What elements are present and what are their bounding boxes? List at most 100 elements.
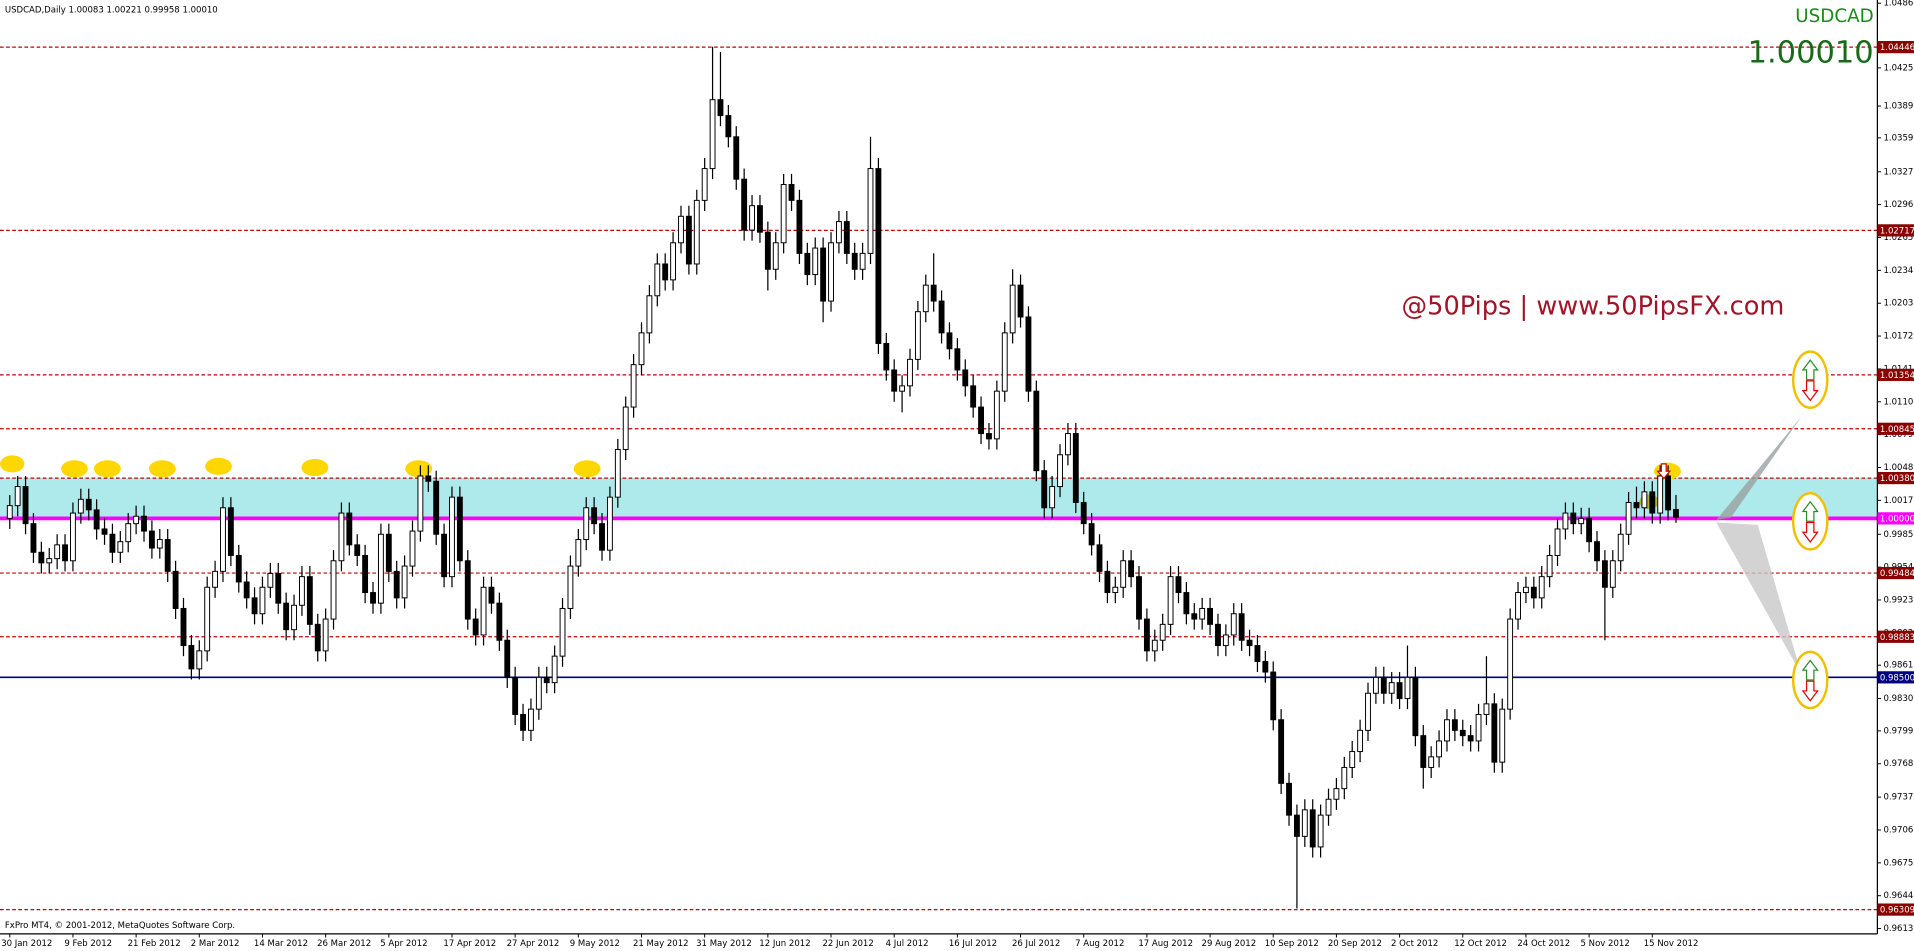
candle-body xyxy=(796,199,803,254)
candle-body xyxy=(1057,454,1063,488)
candle-body xyxy=(1515,592,1521,620)
projection-down xyxy=(1716,522,1802,676)
candle-body xyxy=(1357,729,1364,753)
candle-body xyxy=(946,332,953,350)
x-tick-label: 14 Mar 2012 xyxy=(254,939,308,949)
y-tick-label: 0.98615 xyxy=(1883,661,1914,671)
candle-body xyxy=(1159,623,1166,641)
candle-body xyxy=(1380,676,1387,694)
candle-body xyxy=(1499,708,1506,763)
candle-body xyxy=(1325,798,1332,816)
candle-body xyxy=(6,505,13,519)
marker xyxy=(0,455,25,473)
signal-arrow xyxy=(1656,463,1672,480)
candle-body xyxy=(1104,570,1111,594)
candle-body xyxy=(1633,501,1640,509)
candle-body xyxy=(1088,523,1095,546)
x-tick-label: 29 Aug 2012 xyxy=(1202,939,1257,949)
level-label: 1.00000 xyxy=(1880,514,1914,524)
candle-body xyxy=(1570,512,1577,525)
candle-body xyxy=(306,576,313,625)
candle-body xyxy=(125,523,132,543)
candle-body xyxy=(535,676,542,710)
x-tick-label: 30 Jan 2012 xyxy=(1,939,52,949)
candle-body xyxy=(843,221,850,254)
candle-body xyxy=(630,364,637,408)
candle-body xyxy=(638,332,645,366)
candle-body xyxy=(1120,560,1127,588)
candle-body xyxy=(330,560,337,620)
candle-body xyxy=(1286,782,1292,816)
x-tick-label: 5 Nov 2012 xyxy=(1581,939,1630,949)
x-tick-label: 9 Feb 2012 xyxy=(64,939,112,949)
candle-body xyxy=(962,369,969,387)
candle-body xyxy=(180,607,187,647)
candle-body xyxy=(575,539,582,567)
candle-body xyxy=(1594,541,1600,562)
candle-body xyxy=(1562,512,1569,530)
candle-body xyxy=(891,369,898,392)
level-label-box xyxy=(1877,224,1914,237)
x-tick-label: 4 Jul 2012 xyxy=(886,939,929,949)
candle-body xyxy=(1301,809,1308,837)
candle-body xyxy=(954,348,961,371)
candle-body xyxy=(156,539,163,549)
candle-body xyxy=(1546,554,1553,578)
candle-body xyxy=(385,533,392,572)
candle-body xyxy=(109,533,116,553)
marker xyxy=(148,460,176,478)
candle-body xyxy=(1278,719,1285,784)
candle-body xyxy=(480,586,487,636)
candle-body xyxy=(670,242,677,281)
candle-body xyxy=(259,586,266,615)
candle-body xyxy=(1309,809,1316,848)
price-display: 1.00010 xyxy=(1748,35,1874,70)
level-label-box xyxy=(1877,903,1914,916)
y-tick-label: 1.01720 xyxy=(1883,332,1914,342)
candle-body xyxy=(377,533,384,604)
candle-body xyxy=(1404,676,1411,700)
candle-body xyxy=(1151,639,1158,652)
candle-body xyxy=(1586,517,1593,543)
level-label: 0.98883 xyxy=(1880,633,1914,643)
x-tick-label: 17 Apr 2012 xyxy=(443,939,496,949)
candle-body xyxy=(220,507,226,572)
candle-body xyxy=(401,565,408,599)
candle-body xyxy=(148,530,155,549)
candle-body xyxy=(993,390,1000,440)
watermark: @50Pips | www.50PipsFX.com xyxy=(1402,292,1785,322)
candle-body xyxy=(1167,576,1174,625)
x-tick-label: 21 Feb 2012 xyxy=(128,939,181,949)
candle-body xyxy=(867,168,874,254)
candle-body xyxy=(1420,735,1427,768)
candle-body xyxy=(828,242,834,302)
x-tick-label: 12 Oct 2012 xyxy=(1454,939,1507,949)
x-tick-label: 31 May 2012 xyxy=(696,939,752,949)
candle-body xyxy=(291,604,297,631)
candle-body xyxy=(1609,560,1616,588)
candle-body xyxy=(1475,713,1482,742)
candle-body xyxy=(717,99,724,117)
candle-body xyxy=(978,406,984,435)
candle-body xyxy=(1428,756,1435,768)
candle-body xyxy=(1112,586,1119,594)
candle-body xyxy=(299,576,305,606)
candle-body xyxy=(172,570,179,609)
candle-body xyxy=(38,551,45,564)
candle-body xyxy=(1641,491,1648,509)
candle-body xyxy=(338,512,345,562)
candle-body xyxy=(528,708,534,731)
candle-body xyxy=(464,560,471,620)
marker xyxy=(301,459,329,477)
level-label-box xyxy=(1877,671,1914,684)
candle-body xyxy=(1317,814,1324,848)
candle-body xyxy=(1262,660,1269,673)
candle-body xyxy=(1625,501,1632,535)
